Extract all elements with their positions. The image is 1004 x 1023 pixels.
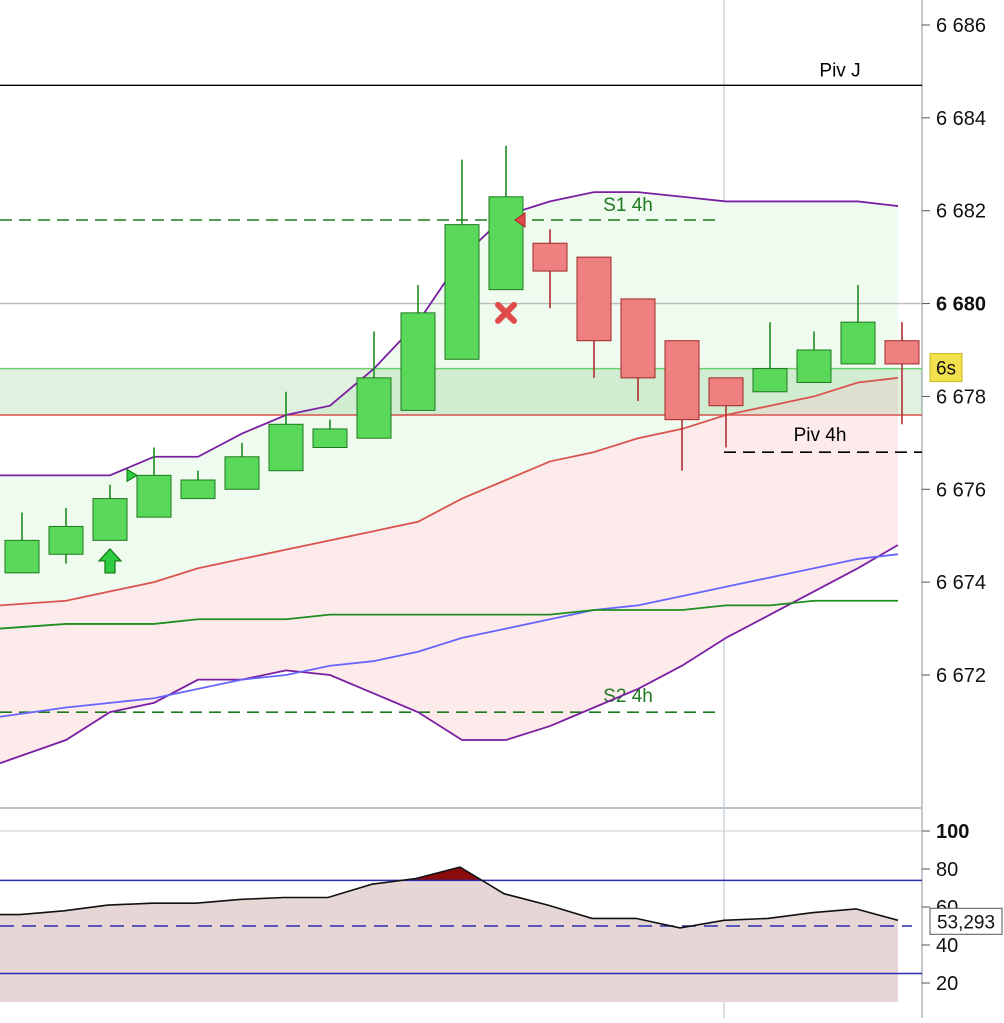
countdown-badge xyxy=(929,353,963,383)
candle-11 xyxy=(488,145,524,291)
price-axis: 6 686 6 684 6 682 6 680 6 678 6 676 6 674 6 672… xyxy=(922,15,1003,995)
candle-15 xyxy=(664,340,700,471)
osc-area xyxy=(0,867,898,1002)
triangle-right-icon xyxy=(126,468,138,483)
osc-tick-label: 40 xyxy=(936,935,958,957)
signal-markers xyxy=(97,212,526,574)
price-tick-label: 6 672 xyxy=(936,665,986,687)
candle-1 xyxy=(48,507,84,564)
candle-body xyxy=(224,456,260,490)
triangle-left-icon xyxy=(514,212,526,228)
candle-4 xyxy=(180,470,216,500)
price-tick-label: 6 680 xyxy=(936,294,986,316)
price-tick-label: 6 674 xyxy=(936,572,986,594)
candle-19 xyxy=(840,285,876,365)
band-fills xyxy=(0,192,922,764)
candle-body xyxy=(532,242,568,272)
osc-tick-label: 80 xyxy=(936,859,958,881)
line-ma_blue xyxy=(0,553,899,718)
bb-upper-fill xyxy=(0,192,898,606)
countdown-label: 6s xyxy=(936,359,956,380)
candle-body xyxy=(752,368,788,393)
candle-13 xyxy=(576,256,612,378)
oscillator-panel xyxy=(0,830,922,1002)
candle-20 xyxy=(884,322,920,425)
level-label-3: S2 4h xyxy=(603,686,653,707)
price-tick-label: 6 684 xyxy=(936,108,986,130)
osc-last-value-box xyxy=(929,907,1003,935)
sell-cross-icon xyxy=(495,301,517,324)
osc-tick-label: 20 xyxy=(936,973,958,995)
candle-body xyxy=(444,224,480,360)
candle-body xyxy=(312,428,348,448)
candle-16 xyxy=(708,377,744,448)
candle-10 xyxy=(444,159,480,360)
candle-body xyxy=(664,340,700,421)
candle-body xyxy=(180,479,216,500)
candle-17 xyxy=(752,322,788,393)
price-tick-label: 6 678 xyxy=(936,386,986,408)
candle-body xyxy=(48,525,84,555)
osc-line xyxy=(0,866,899,929)
candle-18 xyxy=(796,331,832,383)
candle-body xyxy=(708,377,744,407)
price-tick-label: 6 686 xyxy=(936,15,986,37)
level-label-1: S1 4h xyxy=(603,195,653,216)
candle-body xyxy=(620,298,656,379)
candle-7 xyxy=(312,419,348,448)
buy-arrow-icon xyxy=(97,548,123,574)
line-bb_middle xyxy=(0,376,899,607)
candle-body xyxy=(400,312,436,411)
candle-14 xyxy=(620,298,656,402)
candle-0 xyxy=(4,512,40,574)
candle-12 xyxy=(532,229,568,309)
level-label-0: Piv J xyxy=(819,60,860,81)
candle-body xyxy=(356,377,392,439)
candle-body xyxy=(4,539,40,574)
candle-body xyxy=(268,423,304,472)
candle-3 xyxy=(136,447,172,518)
candle-body xyxy=(884,340,920,365)
candle-body xyxy=(576,256,612,342)
candle-2 xyxy=(92,484,128,541)
candlesticks xyxy=(4,145,920,574)
bb-lower-fill xyxy=(0,377,898,764)
level-label-2: Piv 4h xyxy=(794,425,847,446)
candle-6 xyxy=(268,391,304,472)
candle-body xyxy=(488,196,524,291)
candle-body xyxy=(840,321,876,365)
osc-tick-label: 100 xyxy=(936,821,969,843)
candle-8 xyxy=(356,331,392,439)
price-tick-label: 6 682 xyxy=(936,201,986,223)
candle-body xyxy=(136,474,172,518)
candle-9 xyxy=(400,285,436,411)
price-tick-label: 6 676 xyxy=(936,479,986,501)
candle-5 xyxy=(224,442,260,490)
candle-body xyxy=(796,349,832,383)
osc-last-value: 53,293 xyxy=(937,912,995,933)
candle-body xyxy=(92,498,128,541)
line-ma_green xyxy=(0,599,898,630)
